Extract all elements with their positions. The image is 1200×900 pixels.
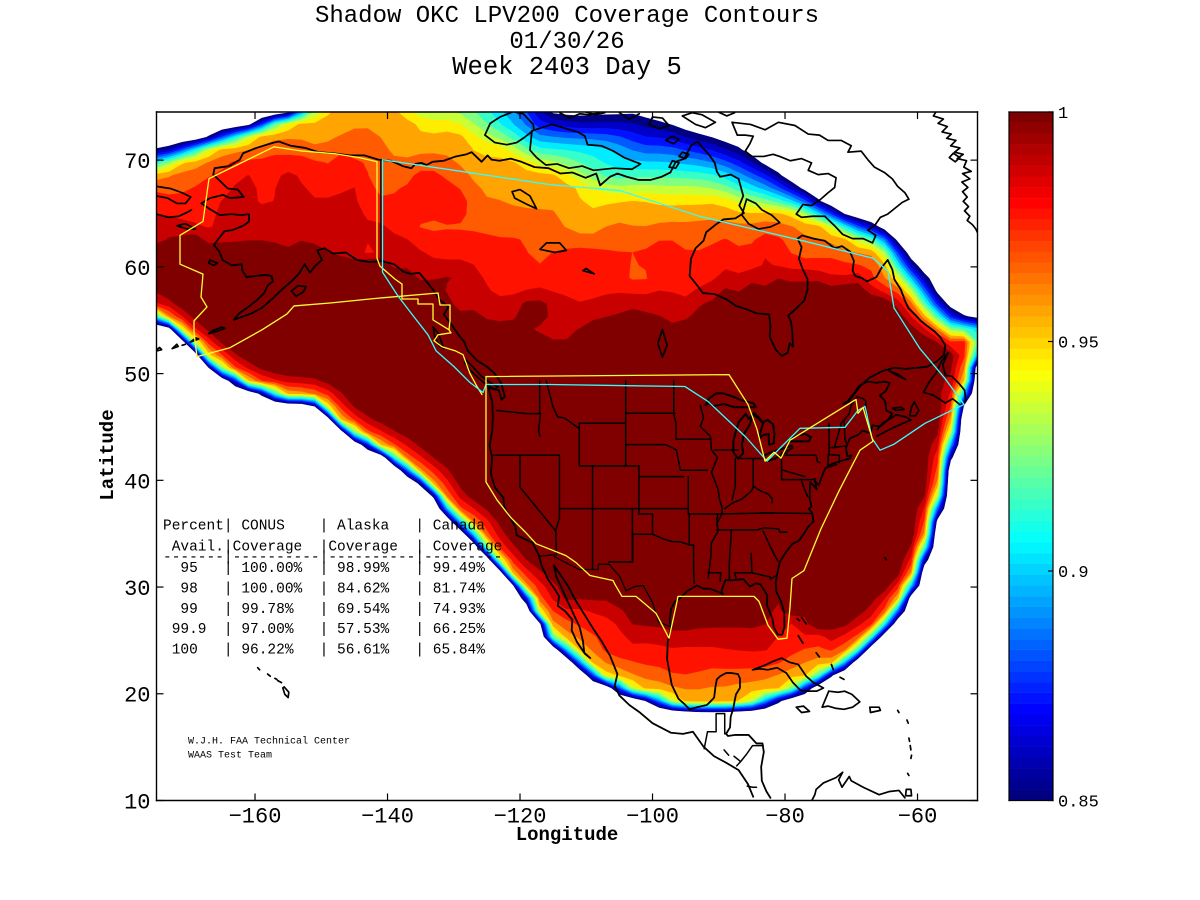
svg-text:50: 50 <box>124 364 150 389</box>
svg-text:0.95: 0.95 <box>1058 335 1099 354</box>
svg-text:−160: −160 <box>229 804 282 829</box>
svg-text:Latitude: Latitude <box>97 409 119 500</box>
svg-text:−60: −60 <box>898 804 938 829</box>
svg-text:−80: −80 <box>765 804 805 829</box>
svg-text:40: 40 <box>124 470 150 495</box>
svg-text:Percent| CONUS | Alaska |: Percent| CONUS | Alaska | Canada <box>163 519 485 535</box>
svg-text:−120: −120 <box>494 804 547 829</box>
svg-text:10: 10 <box>124 790 150 815</box>
svg-text:01/30/26: 01/30/26 <box>509 29 624 56</box>
svg-text:1: 1 <box>1058 105 1068 124</box>
svg-text:Shadow OKC LPV200 Coverage Con: Shadow OKC LPV200 Coverage Contours <box>315 3 819 30</box>
svg-text:99.9 | 97.00% | 57.53% |: 99.9 | 97.00% | 57.53% | 66.25% <box>163 622 485 638</box>
svg-text:Longitude: Longitude <box>516 824 619 846</box>
svg-text:100 | 96.22% | 56.61% |: 100 | 96.22% | 56.61% | 65.84% <box>163 642 485 658</box>
svg-text:95 | 100.00% | 98.99% | 9: 95 | 100.00% | 98.99% | 99.49% <box>163 561 485 577</box>
svg-text:-------|----------|----------|: -------|----------|----------|--------- <box>163 550 502 566</box>
svg-text:70: 70 <box>124 150 150 175</box>
svg-text:0.85: 0.85 <box>1058 794 1099 813</box>
svg-text:60: 60 <box>124 257 150 282</box>
svg-text:−100: −100 <box>626 804 679 829</box>
svg-text:Avail.|Coverage |Coverage |: Avail.|Coverage |Coverage | Coverage <box>163 539 502 555</box>
svg-text:0.9: 0.9 <box>1058 564 1089 583</box>
svg-text:20: 20 <box>124 684 150 709</box>
svg-text:99 | 99.78% | 69.54% | 7: 99 | 99.78% | 69.54% | 74.93% <box>163 602 485 618</box>
svg-text:WAAS Test Team: WAAS Test Team <box>188 751 272 762</box>
svg-text:W.J.H. FAA Technical Center: W.J.H. FAA Technical Center <box>188 736 350 748</box>
svg-text:98 | 100.00% | 84.62% | 8: 98 | 100.00% | 84.62% | 81.74% <box>163 581 485 597</box>
svg-text:30: 30 <box>124 577 150 602</box>
svg-text:Week 2403 Day 5: Week 2403 Day 5 <box>452 53 682 82</box>
svg-text:−140: −140 <box>361 804 414 829</box>
